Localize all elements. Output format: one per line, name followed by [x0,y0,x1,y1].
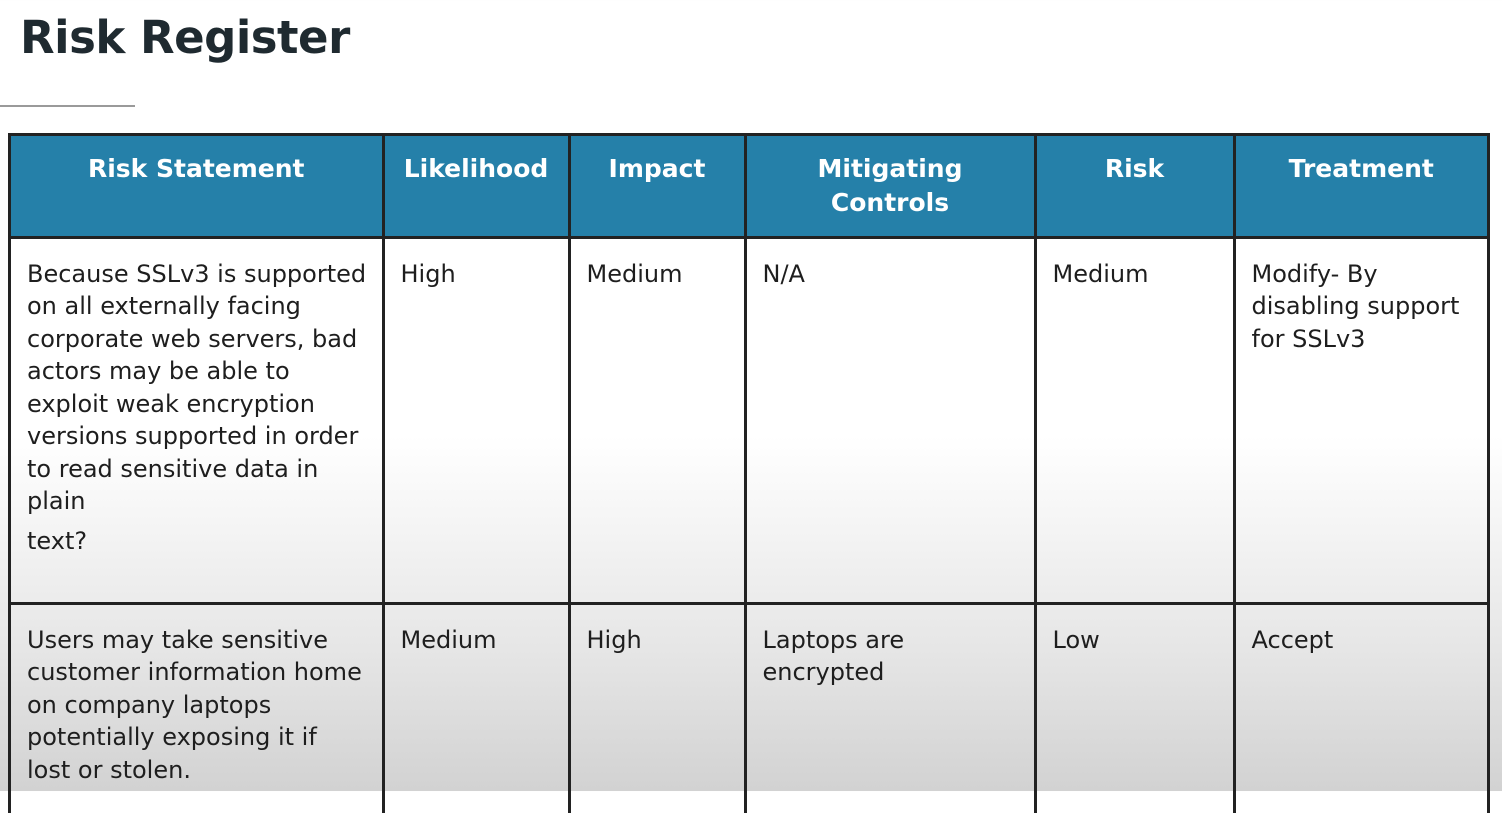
risk-statement-cell: Because SSLv3 is supported on all extern… [11,235,385,605]
risk-register-table: Risk Statement Likelihood Impact Mitigat… [11,136,1487,813]
column-header-impact: Impact [567,136,747,239]
impact-cell: Medium [567,235,747,605]
likelihood-cell: High [381,235,571,605]
column-header-risk: Risk [1033,136,1236,239]
table-header-row: Risk Statement Likelihood Impact Mitigat… [11,136,1487,239]
risk-register-table-container: Risk Statement Likelihood Impact Mitigat… [8,133,1490,813]
risk-cell: Medium [1033,235,1236,605]
risk-cell: Low [1033,601,1236,813]
column-header-likelihood: Likelihood [381,136,571,239]
mitigating-controls-cell: N/A [743,235,1037,605]
column-header-treatment: Treatment [1232,136,1487,239]
impact-cell: High [567,601,747,813]
likelihood-cell: Medium [381,601,571,813]
mitigating-controls-cell: Laptops are encrypted [743,601,1037,813]
table-row: Because SSLv3 is supported on all extern… [11,235,1487,605]
treatment-cell: Accept [1232,601,1487,813]
table-row: Users may take sensitive customer inform… [11,601,1487,813]
treatment-cell: Modify- By disabling support for SSLv3 [1232,235,1487,605]
page-title: Risk Register [20,11,350,64]
risk-statement-text: Because SSLv3 is supported on all extern… [27,259,367,516]
risk-statement-text-end: text? [27,526,88,555]
column-header-mitigating-controls: Mitigating Controls [743,136,1037,239]
column-header-risk-statement: Risk Statement [11,136,385,239]
risk-statement-cell: Users may take sensitive customer inform… [11,601,385,813]
title-underline [0,105,135,107]
